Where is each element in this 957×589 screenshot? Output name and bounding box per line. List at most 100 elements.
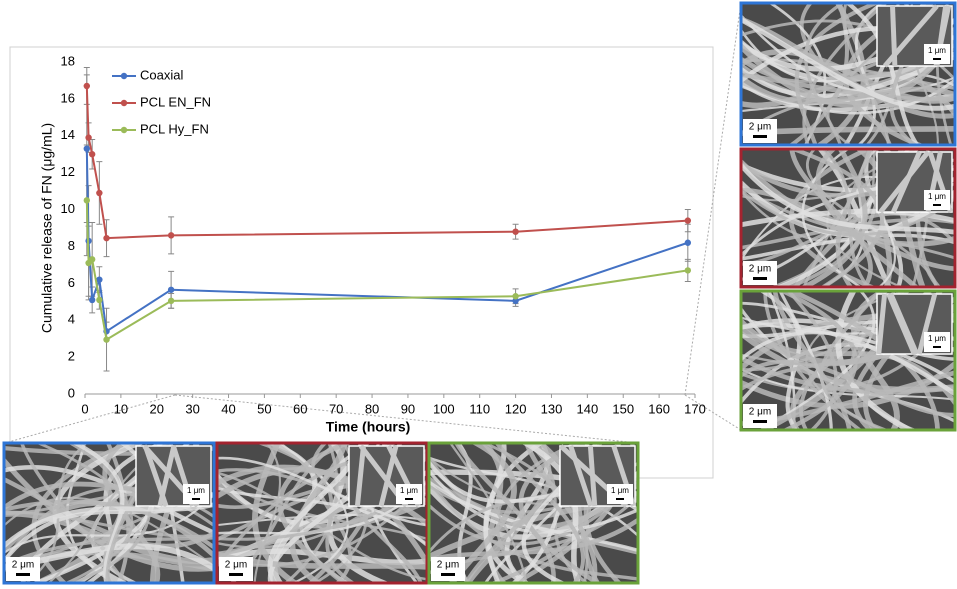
inset-scale-bar <box>933 346 941 348</box>
data-point <box>83 145 90 152</box>
fiber <box>789 149 873 287</box>
inset-scale-box <box>924 190 950 210</box>
x-tick-label: 20 <box>150 401 164 416</box>
fiber <box>519 443 582 583</box>
y-tick-label: 8 <box>68 238 75 253</box>
fiber <box>4 502 214 550</box>
panel-border <box>739 1 957 147</box>
fiber <box>741 322 955 397</box>
fiber <box>772 291 852 430</box>
fiber <box>453 443 556 583</box>
fiber <box>741 16 955 111</box>
micrograph: 2 μm 1 μm <box>741 3 955 145</box>
y-tick-label: 10 <box>61 201 75 216</box>
data-point <box>96 276 103 283</box>
x-tick-label: 10 <box>114 401 128 416</box>
micrograph: 2 μm 1 μm <box>741 291 955 430</box>
legend-label: Coaxial <box>140 67 183 82</box>
scale-box <box>743 261 777 285</box>
data-point <box>512 293 519 300</box>
series-line <box>85 148 689 333</box>
data-point <box>96 189 103 197</box>
panel-border <box>215 441 429 585</box>
inset-scale-bar <box>616 498 624 500</box>
fiber <box>741 330 955 362</box>
fiber <box>4 499 214 550</box>
x-tick-label: 100 <box>433 401 455 416</box>
inset-scale-label: 1 μm <box>611 486 629 495</box>
panel-border <box>739 147 957 289</box>
fiber <box>787 149 885 287</box>
x-tick-label: 60 <box>293 401 307 416</box>
inset-scale-label: 1 μm <box>928 334 946 343</box>
scale-label: 2 μm <box>12 560 34 571</box>
series-line <box>85 200 688 342</box>
inset-scale-label: 1 μm <box>400 486 418 495</box>
x-tick-label: 130 <box>541 401 563 416</box>
inset-fiber <box>142 445 169 507</box>
fiber <box>794 3 882 145</box>
inset-scale-bar <box>933 204 941 206</box>
x-tick-label: 120 <box>505 401 527 416</box>
inset-fiber <box>882 4 939 68</box>
scale-label: 2 μm <box>749 264 771 275</box>
inset-scale-box <box>924 332 950 352</box>
fiber <box>819 291 891 430</box>
x-tick-label: 30 <box>185 401 199 416</box>
x-tick-label: 0 <box>81 401 88 416</box>
fiber <box>278 443 349 583</box>
y-tick-label: 0 <box>68 385 75 400</box>
fiber <box>741 342 955 405</box>
scale-label: 2 μm <box>437 560 459 571</box>
fiber <box>842 3 890 145</box>
data-point <box>684 267 692 274</box>
data-point <box>85 134 92 141</box>
x-axis-label: Time (hours) <box>326 419 411 435</box>
connector <box>684 2 742 396</box>
data-point <box>103 336 110 343</box>
data-point <box>96 296 103 304</box>
fiber <box>429 479 638 553</box>
fiber <box>217 456 427 527</box>
fiber <box>253 443 281 583</box>
x-tick-label: 170 <box>684 401 706 416</box>
y-tick-label: 6 <box>68 275 75 290</box>
inset-scale-box <box>396 484 422 504</box>
legend-label: PCL Hy_FN <box>140 121 209 136</box>
fiber <box>494 443 585 583</box>
x-tick-label: 90 <box>401 401 415 416</box>
scale-box <box>431 557 465 581</box>
scale-bar <box>753 420 767 423</box>
data-point <box>83 197 90 204</box>
fiber <box>821 149 871 287</box>
connector <box>174 394 639 444</box>
inset-scale-box <box>607 484 633 504</box>
fiber <box>429 517 638 562</box>
scale-box <box>6 557 40 581</box>
inset-scale-bar <box>933 58 941 60</box>
fiber <box>806 149 938 287</box>
inset-scale-box <box>924 44 950 64</box>
legend-marker <box>120 126 128 134</box>
inset-fiber <box>568 445 594 507</box>
scale-box <box>219 557 253 581</box>
y-tick-label: 18 <box>61 53 75 68</box>
fiber <box>741 73 955 105</box>
inset-scale-box <box>183 484 209 504</box>
x-tick-label: 110 <box>469 401 490 416</box>
scale-label: 2 μm <box>225 560 247 571</box>
scale-box <box>743 404 777 428</box>
connector <box>684 394 742 431</box>
inset-scale-bar <box>192 498 200 500</box>
x-tick-label: 50 <box>257 401 271 416</box>
fiber <box>787 3 849 145</box>
x-tick-label: 40 <box>221 401 235 416</box>
inset-fiber <box>891 151 922 213</box>
fiber <box>277 443 354 583</box>
fiber <box>4 486 214 565</box>
data-point <box>167 286 175 293</box>
fiber <box>34 443 133 583</box>
data-point <box>684 217 692 224</box>
scale-bar <box>441 573 455 576</box>
